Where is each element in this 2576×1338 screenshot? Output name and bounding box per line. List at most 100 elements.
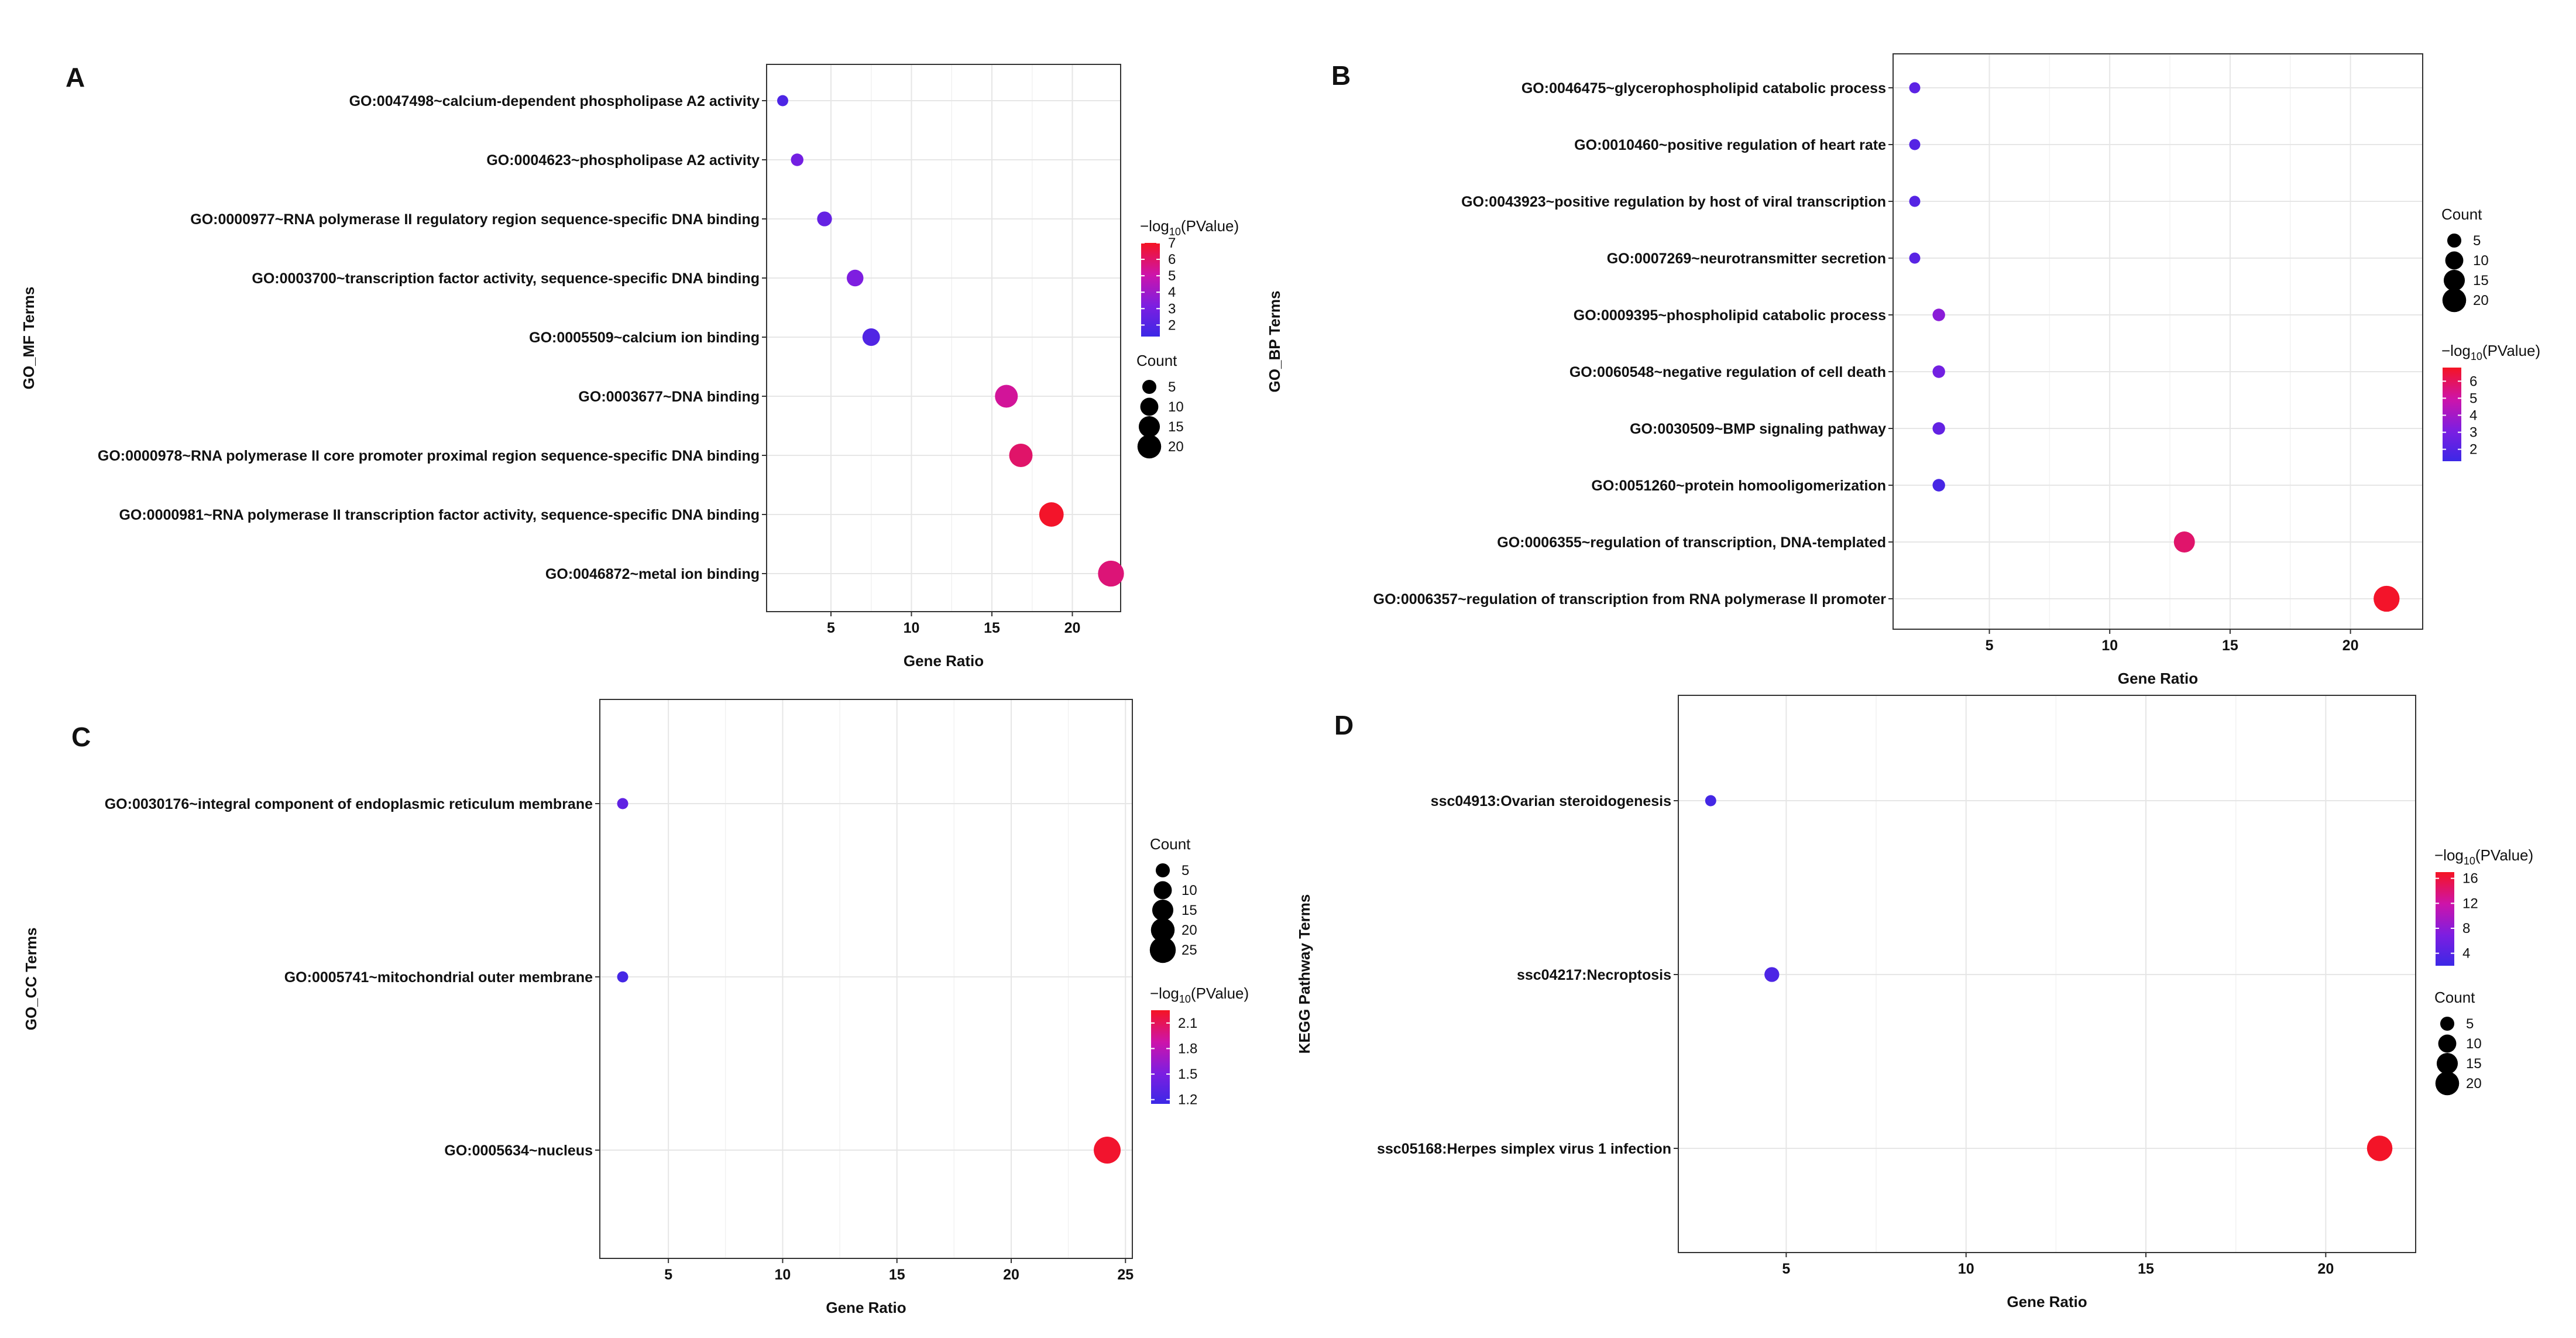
size-legend-label: 10 — [1168, 399, 1184, 415]
size-legend-dot — [1149, 936, 1176, 963]
x-tick-label: 10 — [2101, 637, 2118, 654]
x-tick-label: 15 — [984, 620, 1000, 636]
y-tick-label: GO:0005634~nucleus — [444, 1143, 593, 1159]
data-point — [1094, 1137, 1121, 1164]
plot-area — [767, 64, 1121, 612]
x-tick-label: 20 — [1064, 620, 1081, 636]
x-axis-title: Gene Ratio — [2007, 1293, 2087, 1310]
panel-c: C 5 10 15 20 25 GO:0030176~integral component … — [22, 699, 1249, 1316]
colorbar-tick-label: 5 — [1168, 268, 1176, 284]
x-tick-label: 20 — [2317, 1261, 2334, 1277]
size-legend-label: 5 — [1168, 379, 1176, 395]
size-legend-dot — [2435, 1071, 2460, 1096]
colorbar-tick-label: 12 — [2462, 896, 2478, 911]
plot-frame — [766, 64, 1121, 612]
data-point — [1932, 422, 1945, 435]
size-legend-title: Count — [2434, 989, 2475, 1006]
data-point — [1098, 560, 1124, 587]
data-point — [2374, 585, 2400, 612]
colorbar-tick-label: 5 — [2469, 390, 2477, 406]
data-point — [1009, 444, 1033, 467]
data-point — [1909, 252, 1921, 264]
size-legend-dot — [2438, 1034, 2457, 1053]
x-tick-label: 20 — [2343, 637, 2359, 654]
plot-frame — [1892, 53, 2423, 630]
size-legend-dot — [2447, 233, 2462, 248]
size-legend-label: 10 — [1181, 883, 1197, 898]
colorbar-tick-label: 16 — [2462, 871, 2478, 887]
colorbar-tick-label: 6 — [1168, 252, 1176, 267]
colorbar — [2436, 872, 2454, 966]
size-legend-title: Count — [1150, 835, 1191, 853]
colorbar — [2443, 368, 2461, 461]
data-point — [617, 798, 628, 809]
colorbar-tick-label: 3 — [1168, 301, 1176, 317]
color-legend-title: −log10(PValue) — [1150, 984, 1249, 1005]
y-tick-label: GO:0030176~integral component of endopla… — [105, 796, 593, 812]
panel-b: B 5 10 15 20 GO:0046475~glycerophospholipid c… — [1266, 53, 2540, 687]
size-legend-label: 5 — [2466, 1016, 2474, 1032]
y-tick-label: GO:0000977~RNA polymerase II regulatory … — [190, 211, 760, 228]
size-legend-label: 15 — [2473, 273, 2489, 289]
x-tick-label: 15 — [2138, 1261, 2154, 1277]
data-point — [791, 153, 803, 166]
data-point — [995, 385, 1018, 408]
size-legend-label: 25 — [1181, 942, 1197, 958]
size-legend-label: 10 — [2466, 1036, 2482, 1052]
colorbar-tick-label: 4 — [2462, 946, 2470, 962]
colorbar-tick-label: 1.5 — [1178, 1066, 1197, 1082]
y-axis-title: GO_CC Terms — [22, 928, 40, 1031]
data-point — [1909, 139, 1921, 150]
size-legend-dot — [1138, 416, 1160, 438]
x-tick-label: 15 — [2222, 637, 2238, 654]
y-tick-label: GO:0051260~protein homooligomerization — [1591, 478, 1886, 494]
size-legend-dot — [1150, 918, 1175, 942]
data-point — [777, 95, 788, 107]
size-legend: Count 5 10 15 20 — [1136, 352, 1184, 459]
size-legend: Count 5 10 15 20 — [2434, 989, 2482, 1096]
colorbar-tick-label: 1.8 — [1178, 1041, 1197, 1056]
x-tick-label: 10 — [904, 620, 920, 636]
colorbar-tick-label: 2 — [1168, 317, 1176, 333]
color-legend: −log10(PValue) 4 8 12 16 — [2434, 846, 2533, 966]
colorbar-tick-label: 7 — [1168, 235, 1176, 251]
data-point — [2367, 1135, 2393, 1161]
size-legend-dot — [1142, 379, 1157, 394]
y-tick-label: GO:0047498~calcium-dependent phospholipa… — [349, 93, 760, 109]
color-legend-title: −log10(PValue) — [1140, 217, 1239, 238]
data-point — [817, 211, 832, 227]
y-tick-label: ssc04217:Necroptosis — [1517, 967, 1671, 983]
y-tick-label: GO:0010460~positive regulation of heart … — [1574, 137, 1886, 153]
plot-area — [1893, 54, 2423, 629]
colorbar-tick-label: 2 — [2469, 442, 2477, 458]
x-tick-label: 10 — [775, 1267, 791, 1283]
size-legend: Count 5 10 15 20 — [2441, 205, 2489, 313]
data-point — [1932, 479, 1945, 492]
y-tick-label: GO:0046872~metal ion binding — [545, 566, 760, 582]
x-tick-label: 10 — [1958, 1261, 1974, 1277]
y-axis-title: KEGG Pathway Terms — [1296, 894, 1313, 1054]
data-point — [2173, 531, 2195, 553]
size-legend-label: 15 — [1168, 419, 1184, 435]
size-legend-title: Count — [2441, 205, 2482, 223]
y-tick-label: GO:0000978~RNA polymerase II core promot… — [98, 448, 760, 464]
y-axis-title: GO_MF Terms — [20, 287, 37, 390]
data-point — [1932, 365, 1945, 378]
size-legend-label: 5 — [2473, 233, 2481, 249]
y-tick-label: ssc04913:Ovarian steroidogenesis — [1431, 793, 1671, 809]
size-legend-label: 20 — [1181, 922, 1197, 938]
y-tick-label: GO:0000981~RNA polymerase II transcripti… — [119, 507, 760, 523]
panel-d: D 5 10 15 20 ssc04913:Ovarian steroidogenesis… — [1296, 695, 2533, 1310]
size-legend-dot — [1155, 863, 1170, 878]
size-legend-label: 5 — [1181, 863, 1189, 879]
x-axis-title: Gene Ratio — [904, 652, 984, 670]
x-tick-label: 20 — [1003, 1267, 1019, 1283]
y-tick-label: GO:0009395~phospholipid catabolic proces… — [1574, 307, 1886, 324]
panel-label: C — [71, 722, 91, 752]
x-tick-label: 15 — [889, 1267, 905, 1283]
size-legend-dot — [2440, 1016, 2455, 1031]
data-point — [1932, 308, 1945, 321]
colorbar-tick-label: 6 — [2469, 373, 2477, 389]
size-legend-dot — [1152, 899, 1174, 921]
y-tick-label: GO:0030509~BMP signaling pathway — [1630, 421, 1886, 437]
